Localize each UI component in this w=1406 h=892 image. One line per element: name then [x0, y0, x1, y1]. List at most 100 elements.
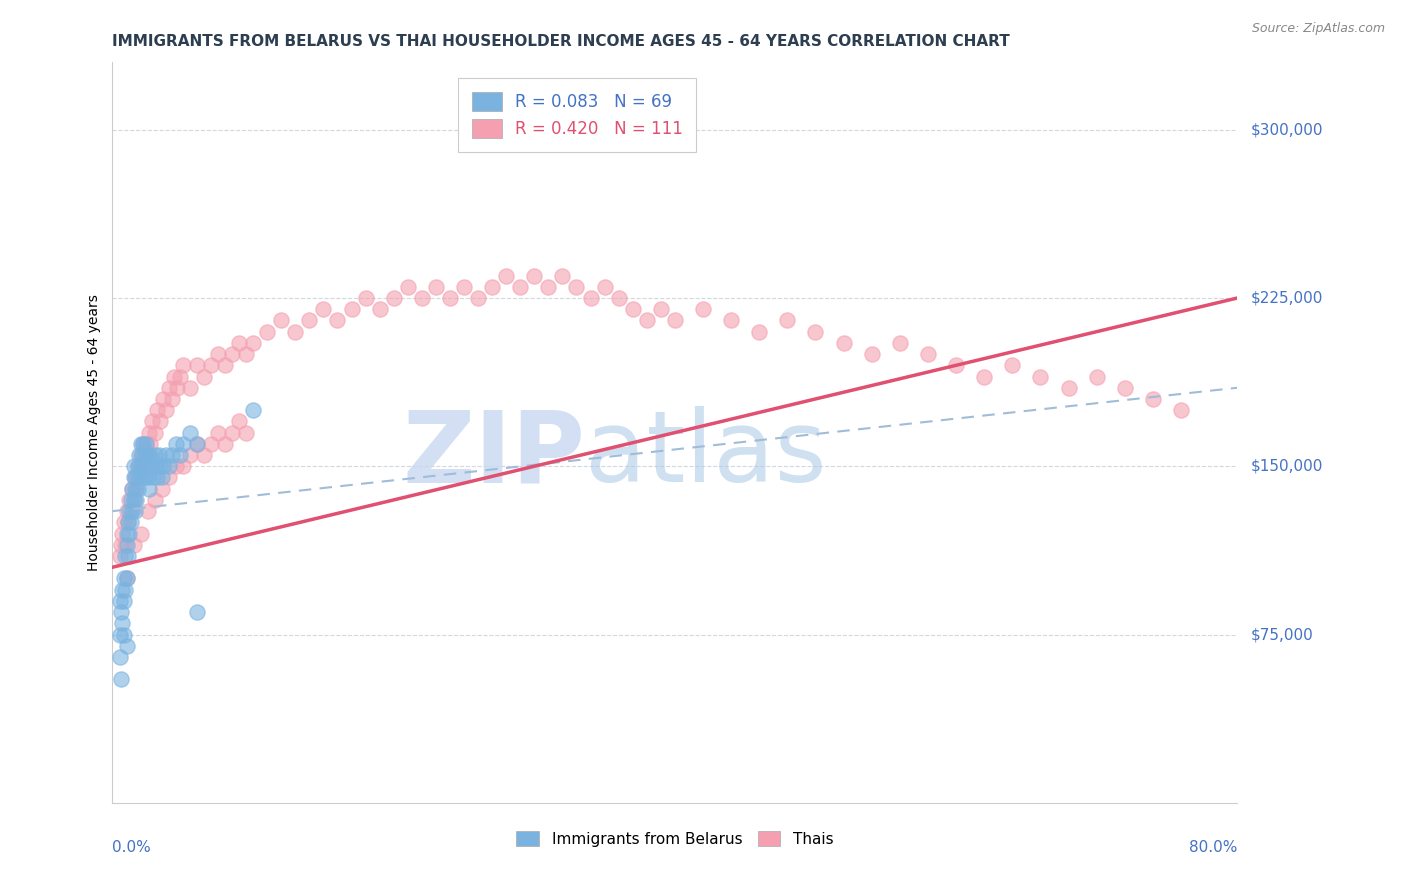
- Point: [117, 549, 139, 563]
- Point: [127, 459, 149, 474]
- Point: [551, 268, 574, 283]
- Point: [131, 459, 153, 474]
- Point: [108, 594, 131, 608]
- Point: [650, 302, 672, 317]
- Point: [118, 526, 141, 541]
- Point: [115, 538, 138, 552]
- Text: 80.0%: 80.0%: [1189, 840, 1237, 855]
- Text: atlas: atlas: [585, 407, 827, 503]
- Point: [152, 459, 174, 474]
- Point: [166, 381, 188, 395]
- Text: Source: ZipAtlas.com: Source: ZipAtlas.com: [1251, 22, 1385, 36]
- Point: [112, 627, 135, 641]
- Point: [108, 627, 131, 641]
- Point: [160, 392, 183, 406]
- Point: [122, 538, 145, 552]
- Point: [172, 459, 194, 474]
- Point: [152, 392, 174, 406]
- Point: [111, 526, 134, 541]
- Point: [186, 437, 208, 451]
- Point: [146, 470, 169, 484]
- Point: [141, 459, 163, 474]
- Point: [115, 526, 138, 541]
- Point: [145, 459, 167, 474]
- Point: [1170, 403, 1192, 417]
- Text: $150,000: $150,000: [1251, 458, 1323, 474]
- Point: [110, 538, 132, 552]
- Point: [186, 359, 208, 373]
- Point: [200, 359, 222, 373]
- Point: [114, 549, 136, 563]
- Point: [150, 470, 173, 484]
- Point: [138, 425, 160, 440]
- Point: [120, 516, 142, 530]
- Text: $300,000: $300,000: [1251, 122, 1323, 137]
- Text: 0.0%: 0.0%: [112, 840, 152, 855]
- Point: [207, 425, 229, 440]
- Point: [121, 482, 143, 496]
- Point: [155, 403, 177, 417]
- Point: [165, 437, 187, 451]
- Point: [186, 605, 208, 619]
- Point: [1114, 381, 1136, 395]
- Point: [256, 325, 278, 339]
- Point: [396, 280, 419, 294]
- Point: [124, 504, 146, 518]
- Point: [115, 571, 138, 585]
- Point: [111, 582, 134, 597]
- Point: [163, 369, 186, 384]
- Point: [129, 437, 152, 451]
- Point: [125, 482, 148, 496]
- Point: [118, 504, 141, 518]
- Point: [148, 448, 170, 462]
- Point: [179, 448, 201, 462]
- Point: [125, 470, 148, 484]
- Point: [453, 280, 475, 294]
- Point: [122, 470, 145, 484]
- Point: [1142, 392, 1164, 406]
- Point: [108, 650, 131, 665]
- Point: [636, 313, 658, 327]
- Point: [110, 673, 132, 687]
- Point: [120, 492, 142, 507]
- Point: [509, 280, 531, 294]
- Point: [157, 459, 180, 474]
- Point: [382, 291, 405, 305]
- Point: [143, 492, 166, 507]
- Point: [122, 459, 145, 474]
- Legend: Immigrants from Belarus, Thais: Immigrants from Belarus, Thais: [509, 823, 841, 855]
- Point: [832, 335, 855, 350]
- Point: [1057, 381, 1080, 395]
- Point: [664, 313, 686, 327]
- Point: [124, 470, 146, 484]
- Point: [134, 448, 156, 462]
- Point: [565, 280, 588, 294]
- Point: [132, 437, 155, 451]
- Point: [132, 437, 155, 451]
- Y-axis label: Householder Income Ages 45 - 64 years: Householder Income Ages 45 - 64 years: [87, 294, 101, 571]
- Point: [135, 437, 157, 451]
- Point: [127, 459, 149, 474]
- Point: [121, 482, 143, 496]
- Point: [235, 347, 257, 361]
- Point: [128, 448, 150, 462]
- Point: [214, 359, 236, 373]
- Point: [125, 492, 148, 507]
- Point: [129, 459, 152, 474]
- Point: [439, 291, 461, 305]
- Point: [112, 516, 135, 530]
- Point: [128, 470, 150, 484]
- Point: [118, 492, 141, 507]
- Point: [121, 504, 143, 518]
- Point: [169, 369, 191, 384]
- Point: [142, 470, 165, 484]
- Point: [621, 302, 644, 317]
- Point: [155, 448, 177, 462]
- Point: [128, 470, 150, 484]
- Point: [228, 335, 250, 350]
- Point: [221, 425, 243, 440]
- Point: [776, 313, 799, 327]
- Point: [138, 482, 160, 496]
- Point: [579, 291, 602, 305]
- Point: [115, 571, 138, 585]
